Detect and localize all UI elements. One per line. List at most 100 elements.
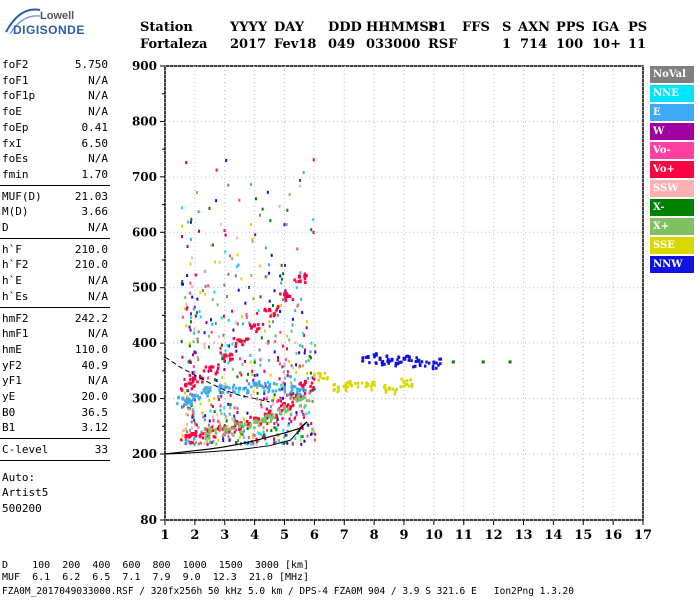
trace-point bbox=[299, 396, 303, 400]
echo-speckle bbox=[180, 339, 183, 343]
trace-point bbox=[202, 369, 206, 373]
echo-speckle bbox=[295, 413, 298, 417]
echo-speckle bbox=[306, 372, 309, 376]
trace-point bbox=[371, 382, 374, 386]
echo-speckle bbox=[197, 330, 200, 334]
echo-speckle bbox=[240, 373, 243, 377]
echo-speckle bbox=[281, 402, 284, 406]
header-value-s: 1 bbox=[502, 37, 512, 52]
echo-speckle bbox=[275, 382, 278, 386]
trace-point bbox=[251, 324, 255, 328]
trace-point bbox=[241, 339, 244, 343]
trace-point bbox=[387, 361, 390, 365]
param-note: Auto: bbox=[2, 470, 36, 484]
echo-speckle bbox=[299, 435, 302, 439]
trace-point bbox=[439, 357, 443, 361]
trace-point bbox=[403, 357, 407, 361]
echo-speckle bbox=[242, 425, 245, 429]
echo-speckle bbox=[185, 161, 188, 165]
x-tick-label: 16 bbox=[604, 528, 622, 543]
trace-point bbox=[299, 381, 303, 385]
echo-speckle bbox=[272, 399, 275, 403]
echo-speckle bbox=[308, 399, 311, 403]
trace-point bbox=[289, 390, 293, 394]
echo-speckle bbox=[280, 399, 283, 403]
trace-point bbox=[292, 396, 296, 400]
echo-speckle bbox=[305, 412, 308, 416]
echo-speckle bbox=[210, 330, 213, 334]
trace-point bbox=[344, 382, 348, 386]
param-name: h`F2 bbox=[2, 258, 29, 272]
y-tick-label: 200 bbox=[132, 447, 157, 461]
echo-speckle bbox=[181, 235, 184, 239]
echo-speckle bbox=[256, 431, 259, 435]
legend-item-sse: SSE bbox=[650, 237, 694, 254]
param-value: 36.5 bbox=[81, 405, 109, 419]
trace-point bbox=[214, 372, 218, 376]
trace-point bbox=[271, 412, 275, 416]
echo-speckle bbox=[236, 322, 239, 326]
param-name: B0 bbox=[2, 405, 16, 419]
echo-speckle bbox=[284, 375, 287, 379]
trace-point bbox=[264, 414, 268, 418]
trace-point bbox=[508, 360, 512, 364]
y-tick-label: 80 bbox=[140, 513, 157, 527]
trace-point bbox=[317, 371, 320, 375]
echo-speckle bbox=[186, 413, 189, 417]
y-tick-label: 700 bbox=[132, 170, 157, 184]
param-row-foe: foE N/A bbox=[2, 105, 108, 120]
echo-speckle bbox=[279, 310, 282, 314]
echo-speckle bbox=[272, 320, 275, 324]
echo-speckle bbox=[190, 256, 193, 260]
param-name: fmin bbox=[2, 167, 29, 181]
echo-speckle bbox=[289, 375, 292, 379]
echo-speckle bbox=[208, 345, 211, 349]
echo-speckle bbox=[245, 313, 248, 317]
echo-speckle bbox=[251, 239, 254, 243]
topside-dashed-curve bbox=[164, 356, 270, 403]
echo-speckle bbox=[186, 430, 189, 434]
trace-point bbox=[250, 385, 253, 389]
echo-speckle bbox=[268, 299, 271, 303]
trace-point bbox=[207, 427, 211, 431]
echo-speckle bbox=[253, 359, 256, 363]
x-tick-label: 6 bbox=[310, 528, 319, 543]
echo-speckle bbox=[283, 382, 286, 386]
echo-speckle bbox=[223, 229, 226, 233]
trace-point bbox=[236, 338, 239, 342]
trace-point bbox=[189, 377, 192, 381]
trace-point bbox=[258, 384, 262, 388]
echo-speckle bbox=[247, 436, 250, 440]
echo-speckle bbox=[295, 286, 298, 290]
trace-point bbox=[255, 416, 258, 420]
echo-speckle bbox=[210, 403, 213, 407]
echo-speckle bbox=[238, 435, 241, 439]
echo-speckle bbox=[201, 289, 204, 293]
echo-speckle bbox=[194, 421, 197, 425]
trace-point bbox=[361, 356, 364, 360]
echo-speckle bbox=[228, 438, 231, 442]
y-tick-label: 600 bbox=[132, 225, 157, 239]
echo-speckle bbox=[189, 281, 192, 285]
echo-speckle bbox=[196, 356, 199, 360]
trace-point bbox=[226, 390, 229, 394]
echo-speckle bbox=[192, 353, 195, 357]
echo-speckle bbox=[218, 420, 221, 424]
x-tick-label: 10 bbox=[425, 528, 443, 543]
echo-speckle bbox=[303, 333, 306, 337]
echo-speckle bbox=[191, 413, 194, 417]
echo-speckle bbox=[252, 297, 255, 301]
echo-speckle bbox=[279, 330, 282, 334]
echo-speckle bbox=[302, 415, 305, 419]
echo-speckle bbox=[248, 285, 251, 289]
echo-speckle bbox=[283, 435, 286, 439]
echo-speckle bbox=[279, 396, 282, 400]
echo-speckle bbox=[189, 220, 192, 224]
trace-point bbox=[237, 422, 240, 426]
echo-speckle bbox=[307, 410, 310, 414]
param-name: D bbox=[2, 221, 9, 234]
header-label-pps: PPS bbox=[556, 20, 585, 35]
trace-point bbox=[236, 421, 239, 425]
echo-speckle bbox=[185, 439, 188, 443]
trace-point bbox=[303, 383, 306, 387]
